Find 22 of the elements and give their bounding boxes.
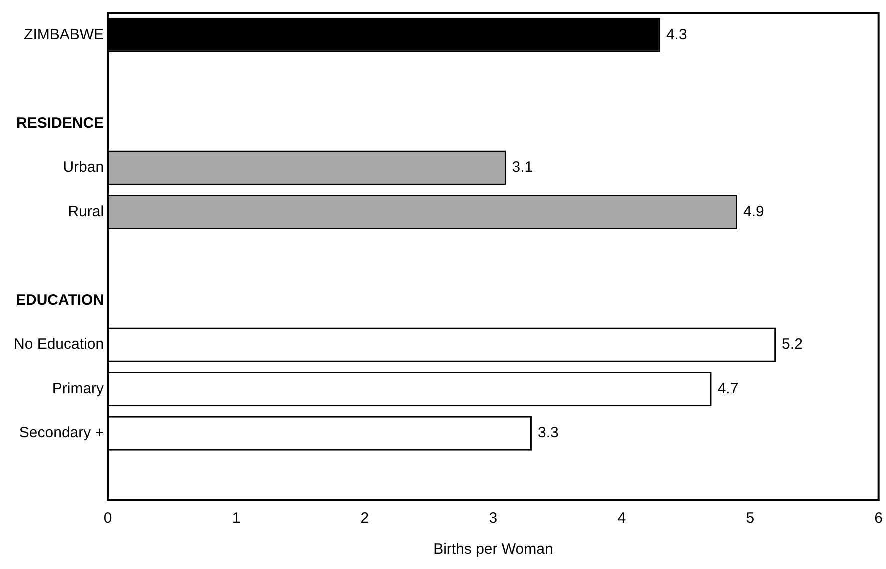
data-label: 4.3 <box>666 26 688 44</box>
y-tick-label: No Education <box>14 336 104 354</box>
data-label: 3.3 <box>538 424 559 442</box>
x-tick-label: 6 <box>874 510 883 528</box>
data-label: 5.2 <box>782 336 803 354</box>
y-tick-label: Urban <box>63 159 104 176</box>
x-tick-label: 4 <box>618 510 626 528</box>
y-tick-label: Primary <box>52 380 105 398</box>
y-tick-label: Rural <box>68 203 104 220</box>
y-tick-label: ZIMBABWE <box>24 26 104 44</box>
y-tick-label: Secondary + <box>19 424 104 442</box>
y-tick-label: RESIDENCE <box>16 114 104 132</box>
x-tick-label: 2 <box>360 510 370 528</box>
x-tick-label: 1 <box>232 510 241 528</box>
data-label: 4.9 <box>744 203 764 220</box>
x-tick-label: 0 <box>104 510 112 528</box>
x-tick-label: 3 <box>489 510 498 528</box>
x-axis-title: Births per Woman <box>434 541 554 558</box>
x-tick-label: 5 <box>746 510 755 528</box>
data-label: 3.1 <box>512 159 534 176</box>
data-label: 4.7 <box>718 380 739 398</box>
y-tick-label: EDUCATION <box>16 292 104 309</box>
